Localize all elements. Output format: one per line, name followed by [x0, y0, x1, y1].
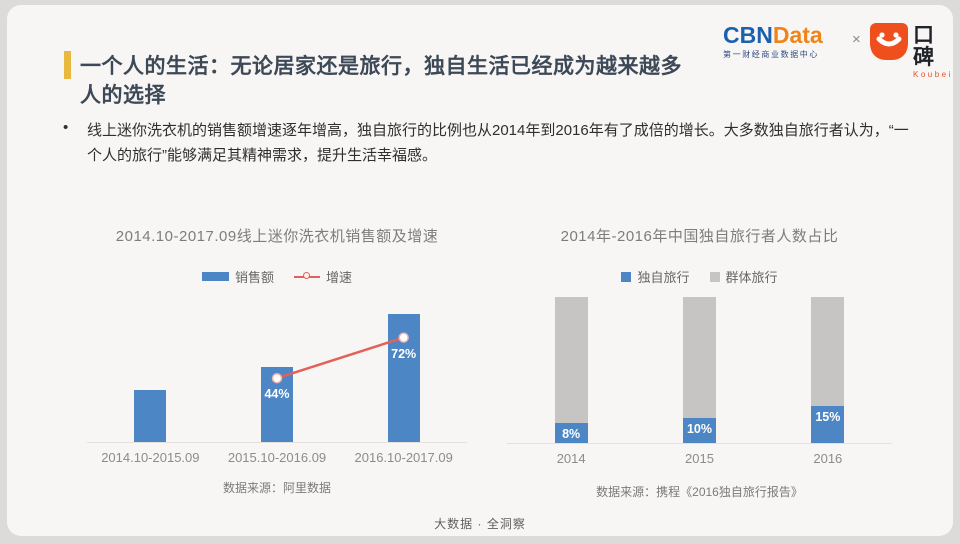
travel-chart-title: 2014年-2016年中国独自旅行者人数占比 — [560, 228, 839, 245]
sales-legend-swatch — [201, 272, 229, 281]
sales-chart-title: 2014.10-2017.09线上迷你洗衣机销售额及增速 — [115, 228, 439, 245]
solo-travel-bar-2016 — [811, 405, 845, 443]
solo-travel-chart: 2014年-2016年中国独自旅行者人数占比 独自旅行 群体旅行 8% 2014 1… — [507, 225, 892, 499]
koubei-logo-text: 口碑 Koubei — [913, 24, 953, 80]
travel-chart-plot-area: 8% 2014 10% 2015 15% 2016 — [507, 297, 892, 466]
growth-value-label: 44% — [264, 387, 290, 402]
cbndata-wordmark-data: Data — [772, 22, 823, 48]
growth-marker-icon — [271, 372, 283, 384]
group-travel-bar-2015 — [683, 297, 716, 419]
sales-chart-plot-area: 2014.10-2015.09 2015.10-2016.09 2016.10-20… — [87, 297, 467, 465]
sales-chart-source: 数据来源：阿里数据 — [222, 481, 331, 495]
bullet-text: 线上迷你洗衣机的销售额增速逐年增高，独自旅行的比例也从2014年到2016年有了… — [87, 122, 909, 164]
group-legend-label: 群体旅行 — [725, 270, 778, 285]
sales-legend-label: 销售额 — [234, 270, 274, 285]
growth-marker-icon — [398, 332, 409, 343]
travel-chart-source: 数据来源：携程《2016独自旅行报告》 — [596, 485, 803, 499]
growth-legend-swatch — [294, 272, 320, 281]
sales-x-label: 2014.10-2015.09 — [101, 450, 200, 465]
slide-footer: 大数据 · 全洞察 — [434, 517, 526, 531]
logo-separator-x: × — [852, 31, 861, 48]
growth-legend-marker-icon — [303, 272, 310, 279]
travel-chart-x-axis — [507, 443, 892, 444]
group-legend-swatch — [709, 271, 720, 282]
group-travel-bar-2016 — [811, 297, 845, 406]
sales-growth-chart: 2014.10-2017.09线上迷你洗衣机销售额及增速 销售额 增速 2014… — [87, 225, 467, 495]
travel-x-label: 2014 — [556, 451, 586, 466]
koubei-name-cn: 口碑 — [913, 24, 936, 69]
title-accent-bar — [64, 51, 71, 79]
group-travel-bar-2014 — [554, 297, 588, 424]
cbndata-subtitle: 第一财经商业数据中心 — [723, 50, 819, 59]
travel-x-label: 2015 — [685, 451, 714, 466]
growth-line — [276, 336, 405, 380]
travel-chart-legend: 独自旅行 群体旅行 — [507, 267, 892, 286]
legend-item-sales: 销售额 — [201, 267, 274, 286]
solo-value-label: 15% — [815, 409, 841, 424]
travel-x-label: 2016 — [813, 451, 843, 466]
cbndata-wordmark-cbn: CBN — [723, 22, 773, 48]
cbndata-logo: CBNData 第一财经商业数据中心 — [723, 23, 823, 60]
solo-legend-swatch — [621, 271, 632, 282]
growth-line-layer — [271, 332, 409, 384]
koubei-logo-icon — [870, 23, 908, 60]
page-title-line2: 人的选择 — [80, 84, 166, 107]
solo-value-label: 8% — [562, 427, 581, 442]
koubei-name-en: Koubei — [913, 70, 953, 79]
slide-card: CBNData 第一财经商业数据中心 × 口碑 Koubei 一个人的生活：无论… — [7, 5, 953, 536]
solo-travel-bar-2014 — [554, 423, 588, 443]
solo-travel-bar-2015 — [683, 418, 716, 443]
page-title-line1: 一个人的生活：无论居家还是旅行，独自生活已经成为越来越多 — [80, 55, 682, 78]
legend-item-group: 群体旅行 — [709, 267, 778, 286]
growth-legend-label: 增速 — [326, 270, 353, 285]
sales-chart-legend: 销售额 增速 — [87, 267, 467, 286]
legend-item-growth: 增速 — [294, 267, 352, 286]
solo-legend-label: 独自旅行 — [637, 270, 690, 285]
sales-x-label: 2016.10-2017.09 — [354, 450, 453, 465]
sales-chart-x-axis — [87, 442, 467, 443]
bullet-marker: • — [63, 119, 69, 136]
sales-x-label: 2015.10-2016.09 — [227, 450, 327, 465]
solo-value-label: 10% — [686, 422, 713, 437]
legend-item-solo: 独自旅行 — [621, 267, 690, 286]
sales-bar-2014.10-2015.09 — [134, 390, 167, 442]
growth-value-label: 72% — [391, 346, 417, 361]
cbndata-wordmark: CBNData — [723, 23, 823, 47]
